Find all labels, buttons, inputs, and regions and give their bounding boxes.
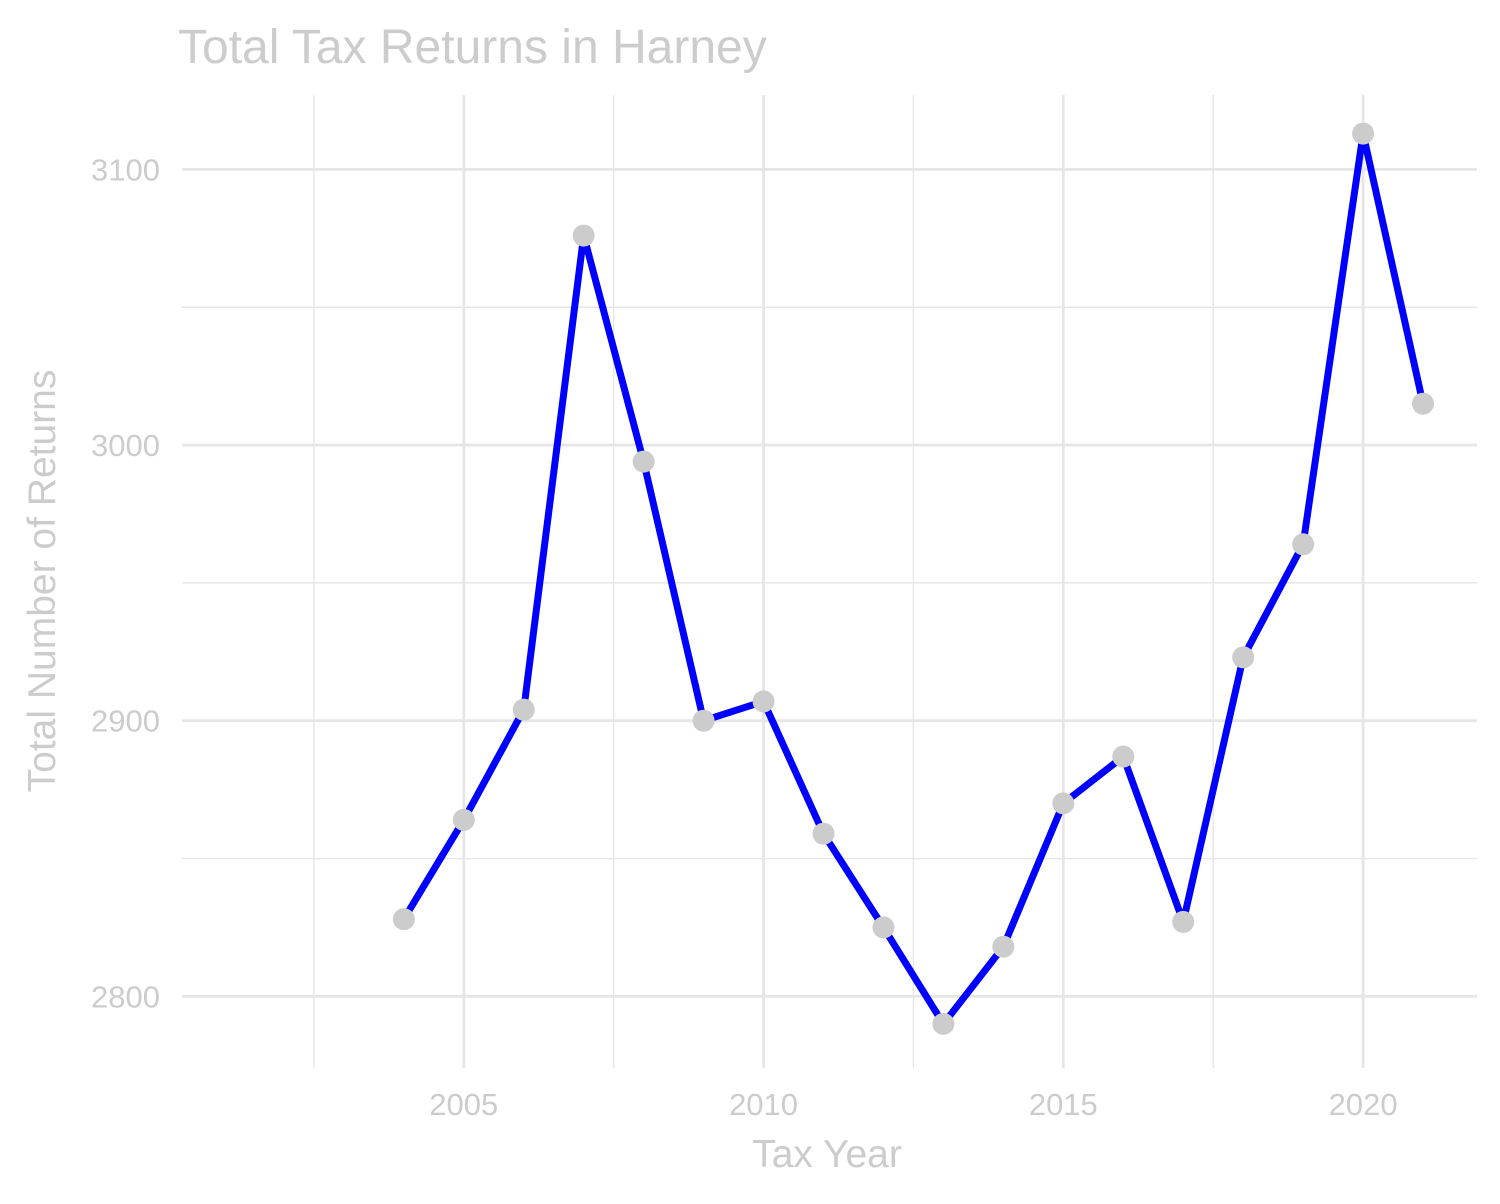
data-point — [992, 935, 1015, 958]
y-tick-label: 3000 — [91, 428, 160, 463]
x-tick-label: 2020 — [1329, 1087, 1398, 1122]
data-point — [572, 224, 595, 247]
y-tick-label: 2800 — [91, 979, 160, 1014]
chart-title: Total Tax Returns in Harney — [178, 21, 767, 74]
data-point — [812, 822, 835, 845]
data-point — [932, 1012, 955, 1035]
grid-lines — [182, 95, 1477, 1068]
series-points — [392, 122, 1435, 1035]
x-axis-label: Tax Year — [752, 1133, 902, 1176]
data-point — [1052, 792, 1075, 815]
series-lines — [400, 130, 1427, 1028]
data-point — [1172, 910, 1195, 933]
data-point — [692, 709, 715, 732]
series-line — [400, 130, 1427, 1028]
y-tick-label: 2900 — [91, 704, 160, 739]
data-point — [1412, 392, 1435, 415]
data-point — [1112, 745, 1135, 768]
data-point — [512, 698, 535, 721]
data-point — [452, 808, 475, 831]
data-point — [632, 450, 655, 473]
y-tick-label: 3100 — [91, 152, 160, 187]
data-point — [392, 908, 415, 931]
data-point — [872, 916, 895, 939]
x-tick-label: 2015 — [1029, 1087, 1098, 1122]
x-tick-label: 2010 — [729, 1087, 798, 1122]
data-point — [752, 690, 775, 713]
data-point — [1232, 646, 1255, 669]
x-tick-label: 2005 — [429, 1087, 498, 1122]
tick-labels: 2005 2010 2015 2020 2800 2900 3000 3100 — [91, 152, 1398, 1122]
data-point — [1292, 533, 1315, 556]
y-axis-label: Total Number of Returns — [21, 370, 64, 793]
data-point — [1352, 122, 1375, 145]
